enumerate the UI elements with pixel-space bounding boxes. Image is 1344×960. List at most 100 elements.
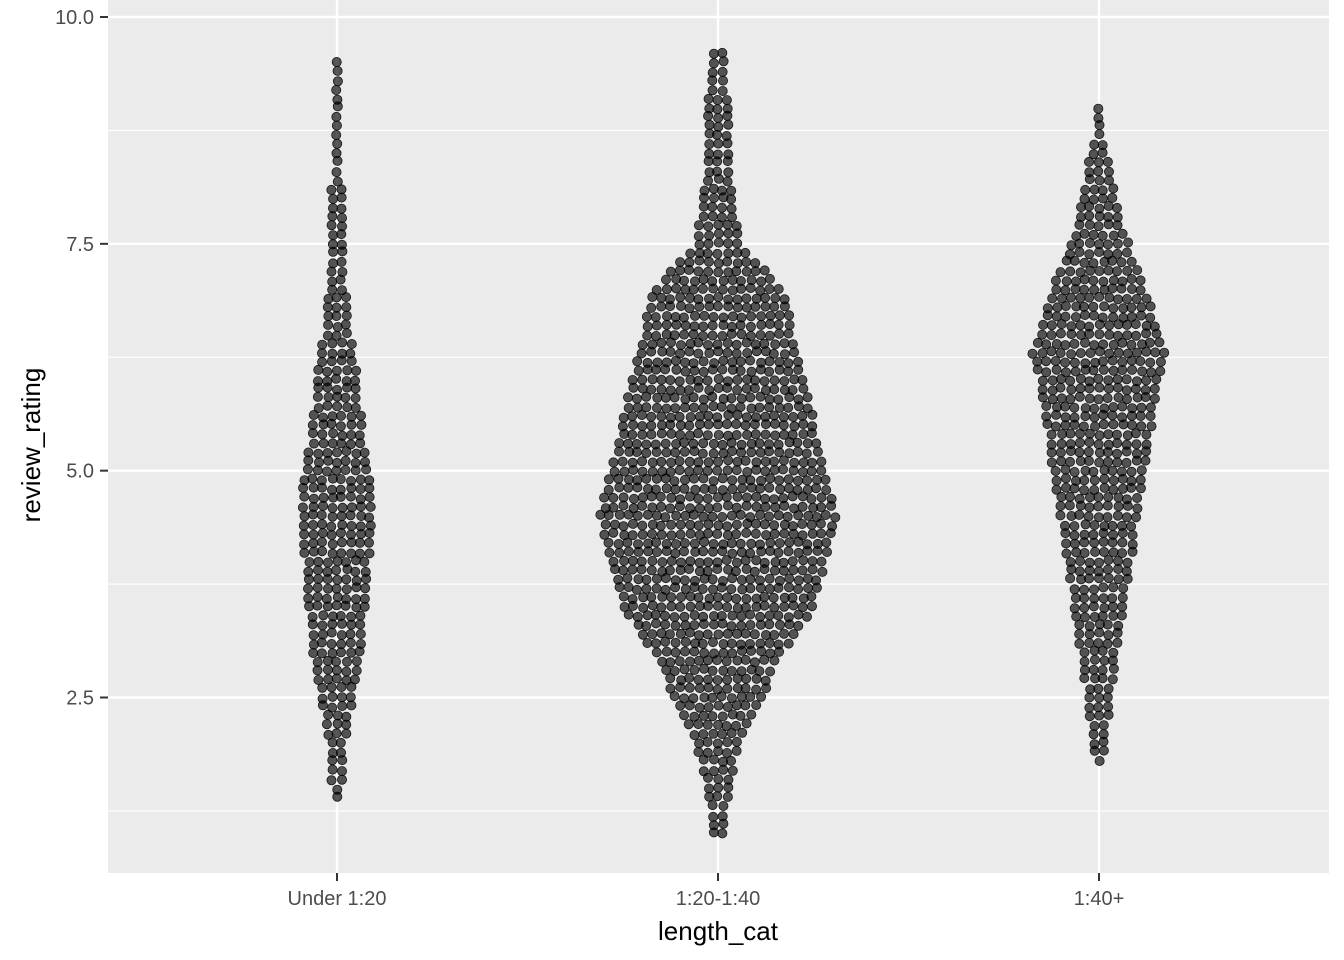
data-point <box>798 457 809 468</box>
data-point <box>1061 367 1072 378</box>
data-point <box>351 656 362 667</box>
data-point <box>807 601 818 612</box>
data-point <box>669 476 680 487</box>
data-point <box>674 376 685 387</box>
data-point <box>669 691 680 702</box>
data-point <box>689 402 700 413</box>
data-point <box>340 392 351 403</box>
data-point <box>1103 265 1114 276</box>
data-point <box>774 402 785 413</box>
data-point <box>802 484 813 495</box>
data-point <box>702 465 713 476</box>
data-point <box>351 602 362 613</box>
data-point <box>1098 745 1109 756</box>
data-point <box>638 602 649 613</box>
data-point <box>769 410 780 421</box>
data-point <box>688 438 699 449</box>
data-point <box>787 521 798 532</box>
data-point <box>331 565 342 576</box>
data-point <box>671 438 682 449</box>
data-point <box>321 466 332 477</box>
data-point <box>636 348 647 359</box>
data-point <box>355 474 366 485</box>
data-point <box>675 265 686 276</box>
data-point <box>666 519 677 530</box>
data-point <box>741 302 752 313</box>
data-point <box>642 357 653 368</box>
data-point <box>355 483 366 494</box>
data-point <box>793 547 804 558</box>
data-point <box>340 455 351 466</box>
data-point <box>713 382 724 393</box>
data-point <box>759 592 770 603</box>
data-point <box>685 491 696 502</box>
data-point <box>331 167 342 178</box>
data-point <box>1084 437 1095 448</box>
data-point <box>779 429 790 440</box>
data-point <box>327 648 338 659</box>
data-point <box>1131 376 1142 387</box>
data-point <box>820 474 831 485</box>
data-point <box>321 719 332 730</box>
data-point <box>689 538 700 549</box>
data-point <box>1097 312 1108 323</box>
data-point <box>1097 230 1108 241</box>
data-point <box>742 429 753 440</box>
data-point <box>755 285 766 296</box>
data-point <box>1103 456 1114 467</box>
data-point <box>1069 530 1080 541</box>
data-point <box>308 409 319 420</box>
data-point <box>779 338 790 349</box>
data-point <box>699 648 710 659</box>
data-point <box>685 293 696 304</box>
data-point <box>327 539 338 550</box>
data-point <box>793 584 804 595</box>
data-point <box>698 438 709 449</box>
data-point <box>308 438 319 449</box>
data-point <box>717 729 728 740</box>
data-point <box>694 557 705 568</box>
data-point <box>731 529 742 540</box>
data-point <box>1116 466 1127 477</box>
data-point <box>1104 329 1115 340</box>
data-point <box>1089 340 1100 351</box>
data-point <box>1136 465 1147 476</box>
data-point <box>712 557 723 568</box>
data-point <box>328 611 339 622</box>
data-point <box>1151 374 1162 385</box>
data-point <box>1121 374 1132 385</box>
data-point <box>736 691 747 702</box>
data-point <box>350 392 361 403</box>
data-point <box>680 620 691 631</box>
data-point <box>642 321 653 332</box>
data-point <box>713 237 724 248</box>
data-point <box>709 754 720 765</box>
data-point <box>312 657 323 668</box>
data-point <box>789 503 800 514</box>
data-point <box>1103 429 1114 440</box>
data-point <box>803 510 814 521</box>
data-point <box>312 582 323 593</box>
data-point <box>642 610 653 621</box>
data-point <box>1070 366 1081 377</box>
data-point <box>740 455 751 466</box>
data-point <box>317 528 328 539</box>
data-point <box>633 539 644 550</box>
data-point <box>708 811 719 822</box>
data-point <box>723 774 734 785</box>
data-point <box>745 392 756 403</box>
data-point <box>1103 683 1114 694</box>
data-point <box>312 600 323 611</box>
data-point <box>1079 228 1090 239</box>
data-point <box>699 310 710 321</box>
data-point <box>798 383 809 394</box>
data-point <box>816 456 827 467</box>
data-point <box>1080 465 1091 476</box>
data-point <box>1094 430 1105 441</box>
data-point <box>703 93 714 104</box>
data-point <box>355 629 366 640</box>
data-point <box>812 446 823 457</box>
data-point <box>717 811 728 822</box>
data-point <box>717 828 728 839</box>
data-point <box>674 656 685 667</box>
